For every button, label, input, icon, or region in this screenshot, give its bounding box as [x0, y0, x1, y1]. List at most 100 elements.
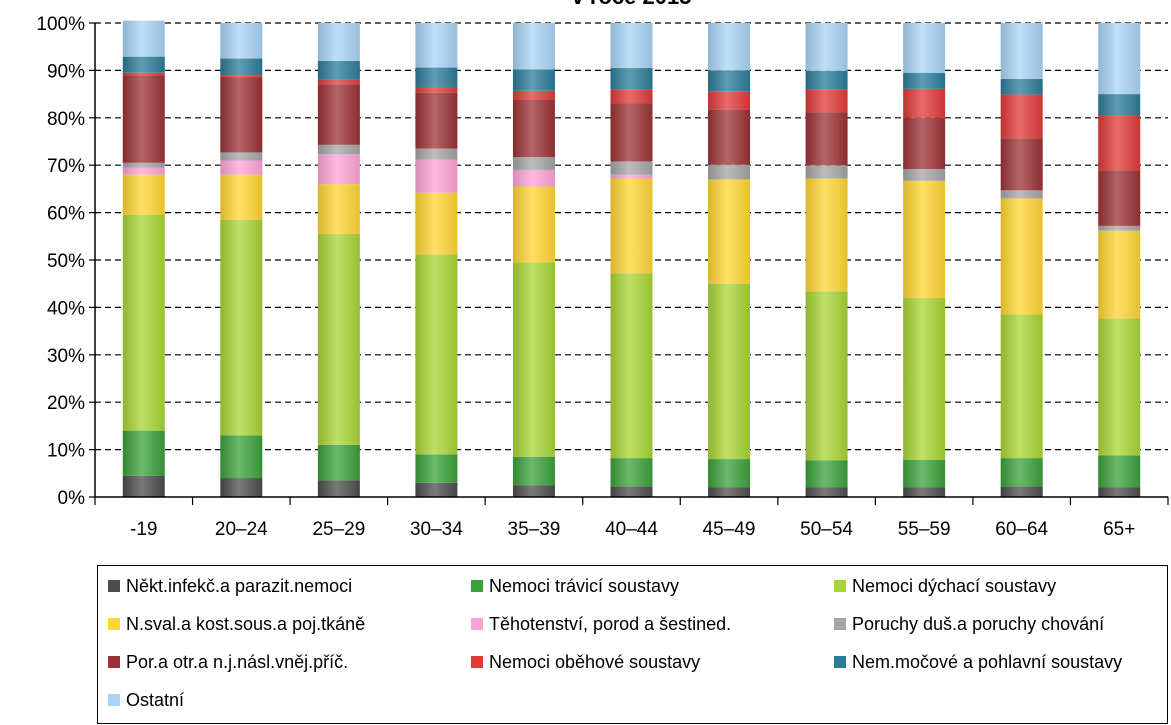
bar-segment	[220, 58, 263, 76]
bar-segment	[122, 214, 165, 431]
bar-segment	[317, 184, 360, 234]
bar-segment	[512, 262, 555, 457]
bar-segment	[903, 117, 946, 169]
bar-segment	[1000, 314, 1043, 459]
bar-segment	[317, 480, 360, 497]
bar-segment	[512, 157, 555, 170]
bar-segment	[708, 283, 751, 460]
bar-segment	[1098, 170, 1141, 226]
bar-segment	[317, 84, 360, 145]
legend-item: Někt.infekč.a parazit.nemoci	[108, 574, 352, 598]
x-tick-label: 60–64	[995, 519, 1048, 540]
bar-segment	[805, 89, 848, 113]
bar-segment	[708, 487, 751, 497]
x-tick-label: 50–54	[800, 519, 853, 540]
bar-segment	[610, 174, 653, 179]
legend-item: Těhotenství, porod a šestined.	[471, 612, 731, 636]
y-tick-label: 80%	[47, 109, 85, 130]
y-tick-label: 60%	[47, 204, 85, 225]
legend-swatch	[834, 580, 846, 592]
legend-swatch	[834, 656, 846, 668]
bar-segment	[415, 148, 458, 160]
x-tick-label: 20–24	[215, 519, 268, 540]
bar-segment	[220, 23, 263, 59]
bar-segment	[1098, 94, 1141, 116]
y-tick-label: 90%	[47, 61, 85, 82]
bar-segment	[708, 23, 751, 71]
bar-segment	[1098, 318, 1141, 456]
bar-segment	[122, 475, 165, 497]
bar-segment	[805, 487, 848, 497]
bar-segment	[610, 273, 653, 459]
bar-segment	[708, 179, 751, 284]
y-tick-label: 0%	[58, 488, 86, 509]
y-tick-label: 30%	[47, 346, 85, 367]
bar-segment	[512, 23, 555, 70]
bar-segment	[610, 23, 653, 69]
legend-label: Ostatní	[126, 689, 185, 710]
bar-segment	[512, 99, 555, 158]
y-tick-label: 70%	[47, 156, 85, 177]
chart-title: v roce 2013	[572, 0, 692, 9]
x-tick-label: 30–34	[410, 519, 463, 540]
bar-segment	[415, 23, 458, 68]
bar-segment	[415, 92, 458, 149]
bar-segment	[708, 109, 751, 165]
legend-swatch	[108, 580, 120, 592]
bar-segment	[708, 91, 751, 110]
bar-segment	[220, 75, 263, 78]
bar-segment	[805, 112, 848, 166]
bar-segment	[220, 174, 263, 220]
bar-segment	[903, 487, 946, 497]
bar-segment	[317, 444, 360, 481]
legend-label: Někt.infekč.a parazit.nemoci	[126, 575, 353, 596]
bar-segment	[415, 192, 458, 255]
bar-segment	[512, 456, 555, 486]
bar-segment	[610, 178, 653, 274]
chart-legend: Někt.infekč.a parazit.nemoci Nemoci trávi…	[97, 565, 1168, 724]
legend-label: Nemoci oběhové soustavy	[489, 651, 701, 672]
y-tick-label: 100%	[36, 14, 85, 35]
bar-segment	[1098, 115, 1141, 171]
bar-segment	[220, 478, 263, 497]
bar-segment	[317, 60, 360, 80]
bar-segment	[122, 75, 165, 163]
bar-segment	[415, 86, 458, 93]
legend-item: Nemoci oběhové soustavy	[471, 650, 700, 674]
bar-segment	[512, 169, 555, 187]
bar-segment	[903, 168, 946, 181]
bar-segment	[1000, 23, 1043, 79]
bar-segment	[122, 20, 165, 57]
bar-segment	[317, 144, 360, 155]
bar-segment	[610, 486, 653, 497]
bar-segment	[805, 291, 848, 461]
bar-segment	[122, 167, 165, 175]
bar-segment	[122, 56, 165, 73]
bar-segment	[903, 23, 946, 73]
y-tick-label: 50%	[47, 251, 85, 272]
legend-swatch	[108, 694, 120, 706]
bar-segment	[1098, 23, 1141, 95]
bar-segment	[415, 254, 458, 455]
bar-segment	[1098, 487, 1141, 497]
bar-segment	[220, 77, 263, 153]
legend-label: N.sval.a kost.sous.a poj.tkáně	[126, 613, 366, 634]
legend-item: Poruchy duš.a poruchy chování	[834, 612, 1104, 636]
legend-swatch	[834, 618, 846, 630]
x-tick-label: 40–44	[605, 519, 658, 540]
bar-segment	[1000, 486, 1043, 497]
bar-segment	[220, 435, 263, 479]
legend-swatch	[471, 656, 483, 668]
legend-label: Por.a otr.a n.j.násl.vněj.příč.	[126, 651, 349, 672]
bar-segment	[903, 72, 946, 89]
x-tick-label: 45–49	[703, 519, 756, 540]
bar-segment	[122, 174, 165, 215]
bar-segment	[1000, 78, 1043, 95]
bar-segment	[317, 154, 360, 185]
legend-swatch	[108, 656, 120, 668]
bar-segment	[1000, 198, 1043, 315]
bar-segment	[805, 460, 848, 488]
bar-segment	[805, 70, 848, 90]
y-tick-label: 10%	[47, 441, 85, 462]
